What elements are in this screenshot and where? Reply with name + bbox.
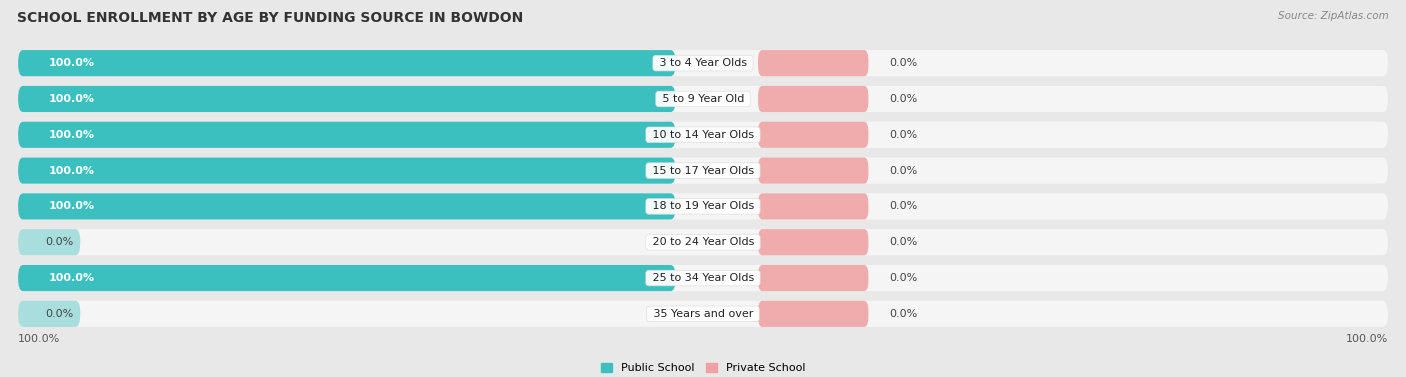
FancyBboxPatch shape [758,50,869,76]
FancyBboxPatch shape [758,193,869,219]
Text: 0.0%: 0.0% [889,166,917,176]
FancyBboxPatch shape [18,158,675,184]
Text: 100.0%: 100.0% [48,58,94,68]
FancyBboxPatch shape [758,158,869,184]
FancyBboxPatch shape [758,301,869,327]
FancyBboxPatch shape [758,122,869,148]
Text: 3 to 4 Year Olds: 3 to 4 Year Olds [655,58,751,68]
Text: 100.0%: 100.0% [48,273,94,283]
Text: 100.0%: 100.0% [1346,334,1388,343]
FancyBboxPatch shape [18,229,80,255]
Text: 0.0%: 0.0% [889,237,917,247]
FancyBboxPatch shape [18,193,675,219]
Text: 100.0%: 100.0% [48,166,94,176]
Text: 5 to 9 Year Old: 5 to 9 Year Old [658,94,748,104]
Text: 20 to 24 Year Olds: 20 to 24 Year Olds [648,237,758,247]
FancyBboxPatch shape [18,229,1388,255]
FancyBboxPatch shape [18,86,1388,112]
Text: 0.0%: 0.0% [889,201,917,211]
Text: 100.0%: 100.0% [48,201,94,211]
Text: 25 to 34 Year Olds: 25 to 34 Year Olds [648,273,758,283]
Text: 100.0%: 100.0% [48,94,94,104]
Text: 18 to 19 Year Olds: 18 to 19 Year Olds [648,201,758,211]
Text: 0.0%: 0.0% [45,237,73,247]
Text: 35 Years and over: 35 Years and over [650,309,756,319]
Text: 0.0%: 0.0% [889,58,917,68]
Legend: Public School, Private School: Public School, Private School [596,359,810,377]
FancyBboxPatch shape [18,50,675,76]
Text: 0.0%: 0.0% [889,94,917,104]
Text: 100.0%: 100.0% [48,130,94,140]
FancyBboxPatch shape [18,158,1388,184]
Text: 0.0%: 0.0% [889,309,917,319]
FancyBboxPatch shape [758,229,869,255]
FancyBboxPatch shape [18,301,80,327]
FancyBboxPatch shape [18,193,1388,219]
FancyBboxPatch shape [18,122,1388,148]
Text: 100.0%: 100.0% [18,334,60,343]
Text: 0.0%: 0.0% [45,309,73,319]
Text: 10 to 14 Year Olds: 10 to 14 Year Olds [648,130,758,140]
Text: SCHOOL ENROLLMENT BY AGE BY FUNDING SOURCE IN BOWDON: SCHOOL ENROLLMENT BY AGE BY FUNDING SOUR… [17,11,523,25]
FancyBboxPatch shape [758,265,869,291]
Text: 0.0%: 0.0% [889,273,917,283]
FancyBboxPatch shape [18,265,1388,291]
FancyBboxPatch shape [758,86,869,112]
FancyBboxPatch shape [18,122,675,148]
Text: Source: ZipAtlas.com: Source: ZipAtlas.com [1278,11,1389,21]
Text: 15 to 17 Year Olds: 15 to 17 Year Olds [648,166,758,176]
FancyBboxPatch shape [18,301,1388,327]
FancyBboxPatch shape [18,86,675,112]
FancyBboxPatch shape [18,265,675,291]
FancyBboxPatch shape [18,50,1388,76]
Text: 0.0%: 0.0% [889,130,917,140]
